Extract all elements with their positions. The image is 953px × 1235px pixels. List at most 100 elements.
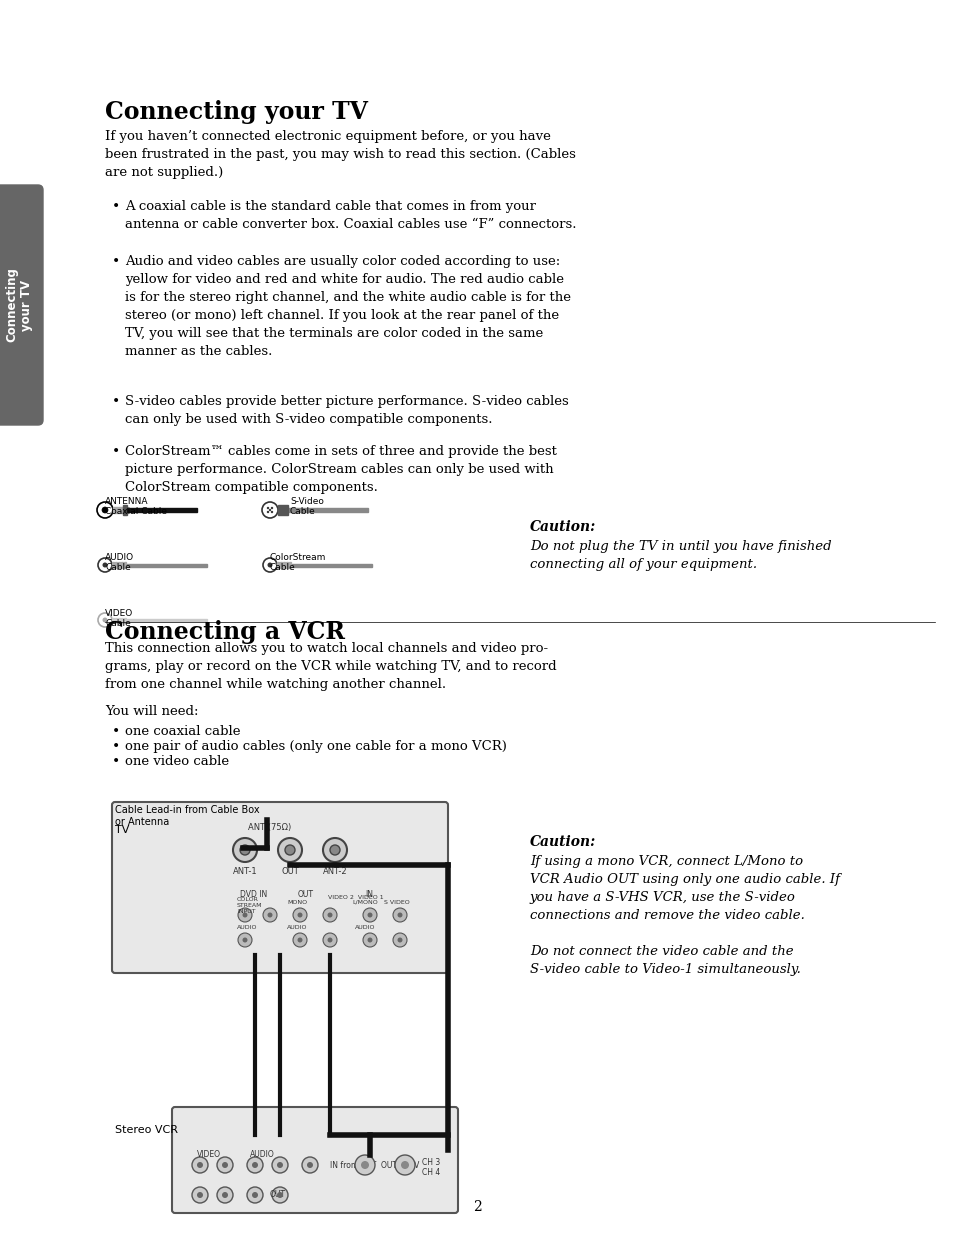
Text: OUT: OUT — [297, 890, 314, 899]
Bar — [276, 562, 278, 568]
Bar — [112, 618, 113, 622]
Circle shape — [323, 839, 347, 862]
Bar — [127, 563, 207, 567]
Circle shape — [216, 1187, 233, 1203]
Text: AUDIO: AUDIO — [355, 925, 375, 930]
Text: ANT-2: ANT-2 — [322, 867, 347, 876]
Circle shape — [360, 1161, 369, 1170]
Circle shape — [285, 845, 294, 855]
Text: •: • — [112, 740, 120, 755]
Circle shape — [237, 932, 252, 947]
Circle shape — [397, 937, 402, 942]
Bar — [127, 508, 196, 513]
Bar — [280, 562, 282, 568]
Bar — [124, 562, 126, 568]
Circle shape — [267, 511, 269, 514]
Circle shape — [242, 937, 247, 942]
Circle shape — [242, 913, 247, 918]
Circle shape — [102, 508, 108, 513]
Text: IN from ANT  OUT to TV: IN from ANT OUT to TV — [330, 1161, 419, 1170]
Text: one pair of audio cables (only one cable for a mono VCR): one pair of audio cables (only one cable… — [125, 740, 506, 753]
FancyBboxPatch shape — [172, 1107, 457, 1213]
Circle shape — [247, 1187, 263, 1203]
Circle shape — [297, 913, 302, 918]
Circle shape — [271, 511, 273, 514]
Text: •: • — [112, 445, 120, 459]
Circle shape — [297, 937, 302, 942]
Bar — [124, 618, 126, 622]
Circle shape — [395, 1155, 415, 1174]
Text: COLOR
STREAM
INPUT: COLOR STREAM INPUT — [236, 897, 262, 914]
FancyBboxPatch shape — [0, 185, 43, 425]
Circle shape — [192, 1187, 208, 1203]
Text: MONO: MONO — [287, 900, 307, 905]
Circle shape — [367, 937, 372, 942]
Bar — [112, 562, 113, 568]
Text: OUT: OUT — [270, 1191, 286, 1199]
Text: L/MONO: L/MONO — [352, 900, 377, 905]
Text: S VIDEO: S VIDEO — [384, 900, 410, 905]
Bar — [277, 505, 288, 515]
Text: A coaxial cable is the standard cable that comes in from your
antenna or cable c: A coaxial cable is the standard cable th… — [125, 200, 576, 231]
Text: VIDEO
Cable: VIDEO Cable — [105, 609, 133, 629]
Circle shape — [267, 913, 273, 918]
Text: AUDIO: AUDIO — [287, 925, 307, 930]
Text: Do not plug the TV in until you have finished
connecting all of your equipment.: Do not plug the TV in until you have fin… — [530, 540, 831, 571]
Text: AUDIO: AUDIO — [250, 1150, 274, 1158]
Circle shape — [271, 506, 273, 509]
Text: ANTENNA
Coaxial Cable: ANTENNA Coaxial Cable — [105, 496, 167, 516]
Circle shape — [272, 1187, 288, 1203]
Circle shape — [240, 845, 250, 855]
Text: CH 3
CH 4: CH 3 CH 4 — [421, 1158, 439, 1177]
Circle shape — [397, 913, 402, 918]
Text: one coaxial cable: one coaxial cable — [125, 725, 240, 739]
Text: This connection allows you to watch local channels and video pro-
grams, play or: This connection allows you to watch loca… — [105, 642, 556, 692]
Text: Cable Lead-in from Cable Box
or Antenna: Cable Lead-in from Cable Box or Antenna — [115, 805, 259, 826]
Text: If using a mono VCR, connect L/Mono to
VCR Audio OUT using only one audio cable.: If using a mono VCR, connect L/Mono to V… — [530, 855, 840, 976]
Bar — [292, 563, 372, 567]
Text: Caution:: Caution: — [530, 520, 596, 534]
Circle shape — [367, 913, 372, 918]
Text: OUT: OUT — [281, 867, 298, 876]
Text: TV: TV — [115, 825, 130, 835]
Text: one video cable: one video cable — [125, 755, 229, 768]
Text: ANT-1: ANT-1 — [233, 867, 257, 876]
Circle shape — [323, 908, 336, 923]
Bar — [286, 562, 288, 568]
FancyBboxPatch shape — [112, 802, 448, 973]
Circle shape — [330, 845, 339, 855]
Text: VIDEO: VIDEO — [196, 1150, 221, 1158]
Circle shape — [363, 908, 376, 923]
Text: Caution:: Caution: — [530, 835, 596, 848]
Circle shape — [400, 1161, 409, 1170]
Text: •: • — [112, 254, 120, 269]
Circle shape — [269, 509, 271, 511]
Circle shape — [233, 839, 256, 862]
Circle shape — [293, 908, 307, 923]
Bar — [277, 508, 368, 513]
Text: Connecting
your TV: Connecting your TV — [5, 268, 33, 342]
Circle shape — [192, 1157, 208, 1173]
Bar — [121, 618, 123, 622]
Text: Connecting your TV: Connecting your TV — [105, 100, 368, 124]
Circle shape — [196, 1192, 203, 1198]
Circle shape — [363, 932, 376, 947]
Circle shape — [393, 908, 407, 923]
Circle shape — [293, 932, 307, 947]
Circle shape — [393, 932, 407, 947]
Circle shape — [252, 1162, 257, 1168]
Circle shape — [196, 1162, 203, 1168]
Text: •: • — [112, 395, 120, 409]
Text: •: • — [112, 755, 120, 769]
Text: If you haven’t connected electronic equipment before, or you have
been frustrate: If you haven’t connected electronic equi… — [105, 130, 576, 179]
Text: S-video cables provide better picture performance. S-video cables
can only be us: S-video cables provide better picture pe… — [125, 395, 568, 426]
Text: AUDIO: AUDIO — [236, 925, 257, 930]
Circle shape — [307, 1162, 313, 1168]
Text: IN: IN — [365, 890, 373, 899]
Bar — [112, 508, 123, 513]
Bar — [121, 562, 123, 568]
Text: 2: 2 — [472, 1200, 481, 1214]
Text: •: • — [112, 200, 120, 214]
Text: AUDIO
Cable: AUDIO Cable — [105, 553, 134, 572]
Text: S-Video
Cable: S-Video Cable — [290, 496, 323, 516]
